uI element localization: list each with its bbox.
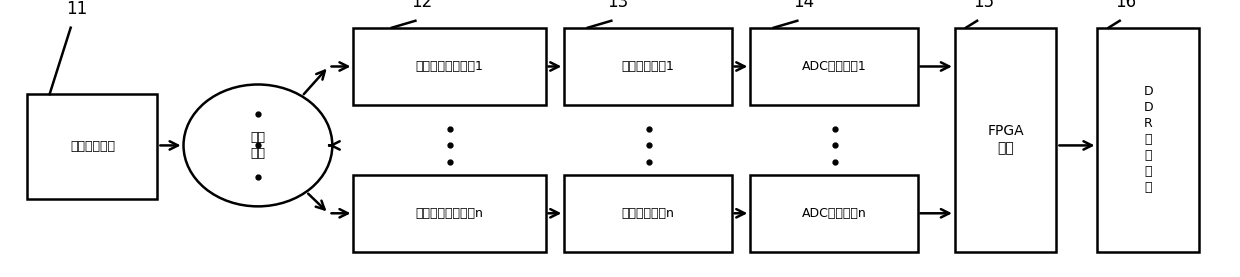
Text: 15: 15 [972,0,994,11]
Text: 光信号接收器模块n: 光信号接收器模块n [415,207,484,220]
Text: 信号处理模块1: 信号处理模块1 [621,60,675,73]
Text: 样本
细胞: 样本 细胞 [250,131,265,160]
FancyBboxPatch shape [353,28,546,105]
FancyBboxPatch shape [564,175,732,252]
Text: 12: 12 [410,0,433,11]
Text: 信号处理模块n: 信号处理模块n [621,207,675,220]
FancyBboxPatch shape [1097,28,1199,252]
Text: 光信号接收器模块1: 光信号接收器模块1 [415,60,484,73]
Text: ADC采集模块1: ADC采集模块1 [801,60,867,73]
FancyBboxPatch shape [27,94,157,199]
FancyBboxPatch shape [750,28,918,105]
Text: FPGA
模块: FPGA 模块 [987,124,1024,155]
Text: 11: 11 [66,0,88,18]
FancyBboxPatch shape [955,28,1056,252]
FancyBboxPatch shape [750,175,918,252]
FancyBboxPatch shape [353,175,546,252]
Text: 14: 14 [792,0,815,11]
Text: 13: 13 [606,0,629,11]
Text: 光源产生模块: 光源产生模块 [69,140,115,153]
FancyBboxPatch shape [564,28,732,105]
Ellipse shape [184,84,332,206]
Text: ADC采集模块n: ADC采集模块n [801,207,867,220]
Text: 16: 16 [1115,0,1137,11]
Text: D
D
R
储
存
模
块: D D R 储 存 模 块 [1143,85,1153,194]
